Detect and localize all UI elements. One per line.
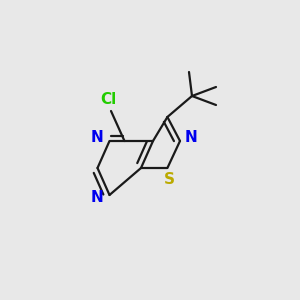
Text: Cl: Cl [100, 92, 116, 107]
Text: N: N [185, 130, 198, 146]
Text: S: S [164, 172, 174, 188]
Text: N: N [91, 190, 104, 206]
Text: N: N [91, 130, 104, 146]
